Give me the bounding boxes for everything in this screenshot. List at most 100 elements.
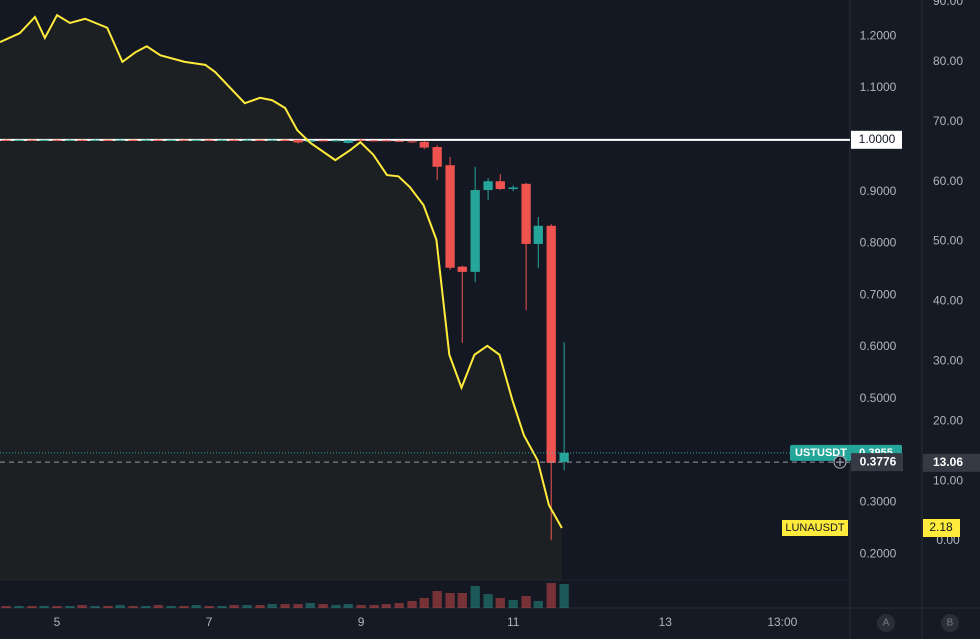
crosshair-tag — [923, 453, 980, 472]
y2-tick-label: 70.00 — [933, 114, 963, 128]
candle-body — [242, 139, 252, 141]
y2-tick-label: 60.00 — [933, 174, 963, 188]
axis-button[interactable] — [877, 614, 895, 632]
series-tag-name: LUNAUSDT — [785, 522, 845, 534]
crosshair-label: 0.3776 — [860, 454, 897, 468]
series-tag — [782, 520, 848, 537]
candle-body — [204, 139, 214, 141]
candle-body — [419, 141, 429, 148]
candle-body — [445, 165, 455, 268]
candle-body — [546, 225, 556, 463]
volume-bar — [394, 603, 404, 608]
volume-bar — [153, 605, 163, 608]
candle-body — [166, 139, 176, 141]
y2-tick-label: 80.00 — [933, 54, 963, 68]
y-tick-label: 0.8000 — [860, 236, 897, 250]
candle-body — [255, 139, 265, 141]
y-tick-label: 0.7000 — [860, 287, 897, 301]
candle-body — [153, 139, 163, 141]
last-value-tag — [923, 519, 960, 538]
volume-bar — [27, 606, 37, 608]
volume-bar — [166, 606, 176, 608]
candle-body — [495, 181, 505, 190]
y-tick-label: 0.6000 — [860, 339, 897, 353]
volume-bar — [356, 605, 366, 608]
candle-body — [191, 139, 201, 141]
volume-bar — [103, 606, 113, 608]
axis-button[interactable] — [941, 614, 959, 632]
volume-bar — [369, 605, 379, 608]
volume-bar — [141, 606, 151, 608]
candle-body — [432, 147, 442, 167]
volume-bar — [381, 604, 391, 608]
candle-body — [369, 140, 379, 142]
x-tick-label: 11 — [507, 615, 520, 629]
y2-tick-label: 90.00 — [933, 0, 963, 8]
series-tag-name: USTUSDT — [795, 447, 847, 459]
candle-body — [14, 139, 24, 141]
y2-tick-label: 30.00 — [933, 354, 963, 368]
y-tick-label: 0.3000 — [860, 494, 897, 508]
volume-bar — [343, 604, 353, 608]
volume-bar — [14, 606, 24, 608]
y2-tick-label: 10.00 — [933, 473, 963, 487]
x-tick-label: 5 — [54, 615, 61, 629]
volume-bar — [533, 601, 543, 608]
volume-bar — [204, 606, 214, 608]
candle-body — [483, 181, 493, 191]
volume-bar — [445, 593, 455, 608]
y-tick-label: 1.2000 — [860, 28, 897, 42]
axis-button-label: A — [883, 618, 890, 629]
candle-body — [407, 141, 417, 143]
x-tick-label: 13 — [659, 615, 673, 629]
last-value-label: 2.18 — [929, 520, 953, 534]
candle-body — [1, 139, 11, 141]
candle-body — [141, 139, 151, 141]
volume-bar — [242, 605, 252, 608]
candle-body — [90, 139, 100, 141]
volume-bar — [115, 605, 125, 608]
candle-body — [115, 139, 125, 141]
volume-bar — [432, 591, 442, 608]
axis-button-label: B — [947, 618, 954, 629]
volume-bar — [90, 606, 100, 608]
candle-body — [305, 140, 315, 142]
y-tick-label: 1.1000 — [860, 80, 897, 94]
candle-body — [267, 139, 277, 141]
level-tag — [851, 130, 902, 149]
candle-body — [52, 139, 62, 141]
candle-body — [27, 139, 37, 141]
volume-bar — [267, 604, 277, 608]
volume-bar — [407, 601, 417, 608]
x-tick-label: 9 — [358, 615, 365, 629]
candle-body — [394, 140, 404, 142]
volume-bar — [559, 584, 569, 608]
volume-bar — [280, 604, 290, 608]
candle-body — [39, 139, 49, 141]
y-tick-label: 0.9000 — [860, 184, 897, 198]
volume-bar — [483, 594, 493, 608]
x-tick-label: 7 — [206, 615, 213, 629]
candle-body — [381, 140, 391, 142]
candle-body — [470, 190, 480, 272]
candle-body — [217, 139, 227, 141]
volume-bar — [293, 604, 303, 608]
volume-bar — [331, 605, 341, 608]
volume-bar — [217, 606, 227, 608]
candle-body — [521, 183, 531, 244]
y2-tick-label: 40.00 — [933, 294, 963, 308]
y2-tick-label: 20.00 — [933, 413, 963, 427]
candle-body — [179, 139, 189, 141]
candle-body — [65, 139, 75, 141]
candle-body — [343, 140, 353, 143]
candle-body — [533, 225, 543, 244]
plot-area — [0, 0, 850, 608]
volume-bar — [508, 600, 518, 608]
crosshair-tag — [851, 453, 903, 472]
candle-body — [331, 140, 341, 142]
volume-bar — [39, 606, 49, 608]
volume-bar — [179, 606, 189, 608]
volume-bar — [521, 596, 531, 608]
candle-body — [318, 140, 328, 142]
volume-bar — [470, 586, 480, 608]
